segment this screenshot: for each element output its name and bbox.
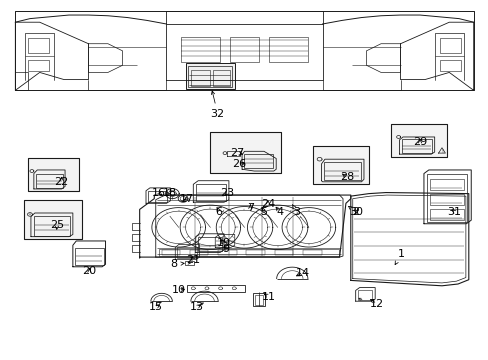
Text: 9: 9: [222, 244, 229, 254]
Bar: [159, 249, 338, 256]
Bar: [24, 201, 81, 239]
Text: 25: 25: [50, 220, 64, 230]
Bar: [27, 60, 49, 71]
Bar: [187, 66, 231, 87]
Text: 12: 12: [369, 299, 384, 309]
Text: 20: 20: [82, 266, 96, 276]
Text: 13: 13: [189, 302, 203, 312]
Text: 22: 22: [54, 177, 69, 187]
Bar: [210, 132, 281, 173]
Text: 16: 16: [152, 188, 166, 198]
Bar: [274, 250, 293, 255]
Bar: [184, 261, 193, 265]
Text: 27: 27: [230, 148, 244, 158]
Bar: [189, 250, 208, 255]
Text: 4: 4: [276, 207, 283, 217]
Bar: [401, 139, 431, 153]
Text: 30: 30: [349, 207, 363, 217]
Bar: [427, 174, 467, 222]
Bar: [27, 38, 49, 53]
Text: 7: 7: [246, 203, 253, 213]
Text: 3: 3: [292, 204, 300, 217]
Bar: [218, 250, 236, 255]
Bar: [195, 184, 225, 201]
Bar: [75, 248, 103, 265]
Bar: [390, 125, 446, 157]
Bar: [198, 237, 221, 251]
Text: 31: 31: [446, 207, 460, 217]
Bar: [24, 201, 81, 239]
Bar: [181, 37, 220, 62]
Bar: [312, 146, 368, 184]
Text: 29: 29: [412, 138, 427, 147]
Text: 15: 15: [148, 302, 163, 312]
Text: 8: 8: [170, 259, 184, 269]
Bar: [429, 194, 463, 205]
Text: 5: 5: [260, 207, 267, 217]
Bar: [439, 38, 461, 53]
Bar: [185, 63, 234, 89]
Bar: [229, 37, 259, 62]
Bar: [190, 69, 210, 86]
Bar: [36, 174, 62, 188]
Bar: [303, 250, 321, 255]
Text: 24: 24: [260, 199, 274, 210]
Text: 6: 6: [215, 207, 222, 217]
Bar: [312, 146, 368, 184]
Bar: [210, 132, 281, 173]
Bar: [27, 158, 79, 192]
Bar: [268, 37, 307, 62]
Text: 14: 14: [295, 267, 309, 278]
Bar: [429, 179, 463, 190]
Bar: [253, 293, 265, 306]
Bar: [390, 125, 446, 157]
Text: 21: 21: [186, 255, 200, 265]
Bar: [255, 295, 263, 305]
Text: 28: 28: [339, 172, 353, 182]
Bar: [244, 154, 272, 168]
Bar: [357, 290, 371, 300]
Text: 10: 10: [171, 285, 185, 296]
Text: 32: 32: [210, 91, 224, 119]
Bar: [34, 216, 70, 235]
Bar: [186, 285, 245, 292]
Text: 2: 2: [348, 206, 359, 217]
Text: 23: 23: [220, 188, 234, 198]
Text: 11: 11: [262, 292, 275, 302]
Text: 17: 17: [180, 194, 194, 204]
Text: 18: 18: [162, 188, 176, 198]
Text: 1: 1: [394, 248, 404, 265]
Bar: [439, 60, 461, 71]
Bar: [161, 250, 180, 255]
Bar: [429, 210, 463, 220]
Text: 19: 19: [217, 238, 231, 248]
Bar: [177, 247, 196, 258]
Text: !: !: [440, 149, 442, 154]
Bar: [212, 69, 229, 86]
Bar: [324, 162, 360, 180]
Bar: [246, 250, 264, 255]
Text: 26: 26: [232, 159, 246, 169]
Bar: [27, 158, 79, 192]
Bar: [148, 191, 167, 202]
